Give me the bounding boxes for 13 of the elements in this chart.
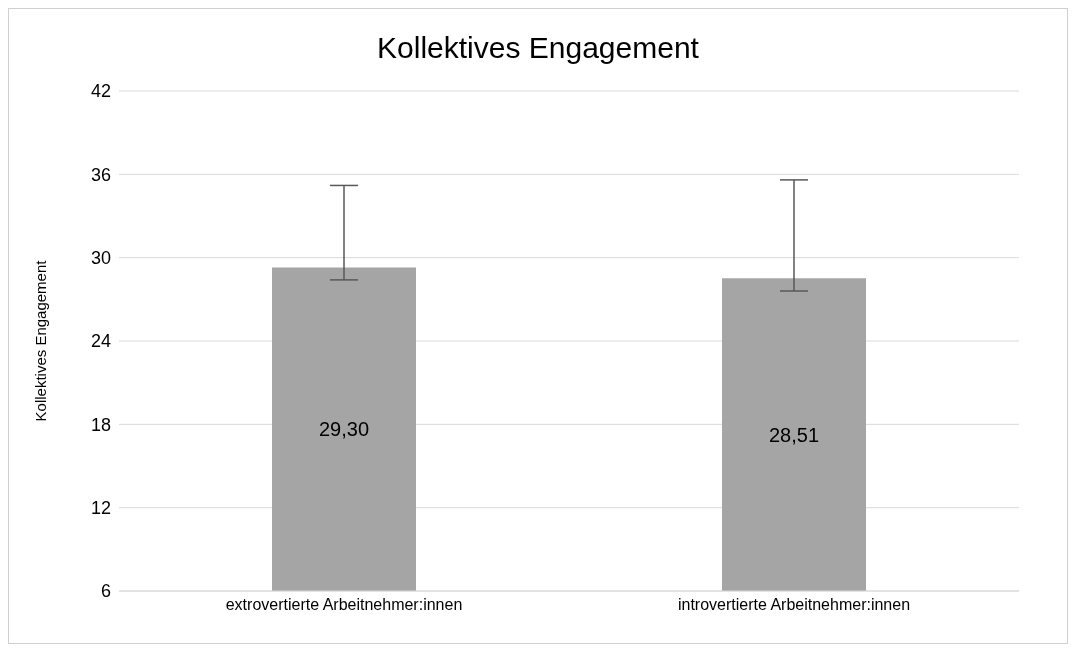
chart-title: Kollektives Engagement [376,30,700,66]
x-tick-label: extrovertierte Arbeitnehmer:innen [225,596,463,614]
x-tick-label: introvertierte Arbeitnehmer:innen [677,596,911,614]
y-tick-label: 12 [90,498,111,519]
y-tick-label: 42 [90,81,111,102]
y-tick-label: 24 [90,331,111,352]
y-tick-label: 36 [90,164,111,185]
data-label: 29,30 [318,418,370,441]
y-tick-label: 30 [90,248,111,269]
y-axis-title: Kollektives Engagement [32,259,50,422]
data-label: 28,51 [768,423,820,446]
y-tick-label: 18 [90,414,111,435]
y-tick-label: 6 [100,581,111,602]
